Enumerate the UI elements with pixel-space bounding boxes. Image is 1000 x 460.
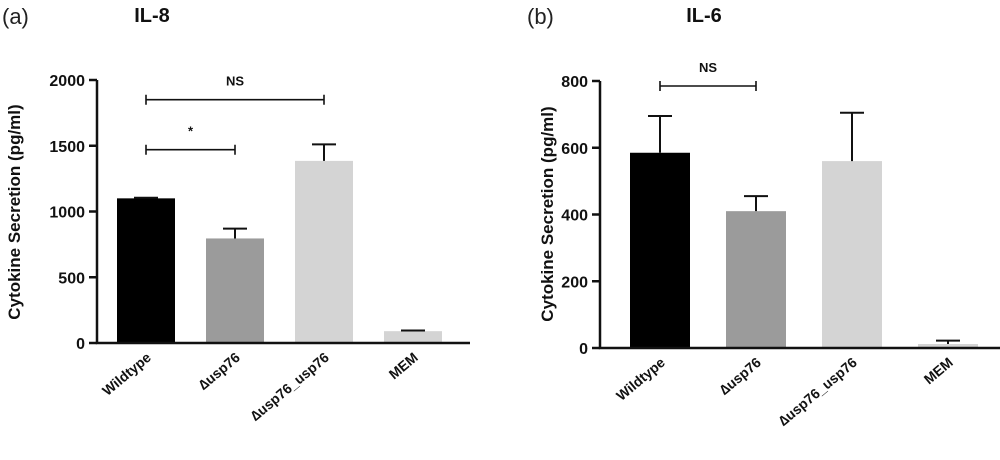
panel-a-x-ticks: Wildtype ∆usp76 ∆usp76_usp76 MEM (99, 349, 421, 424)
panel-a-bar (117, 198, 175, 343)
panel-b-bar (822, 161, 882, 348)
panel-a-y-axis-label: Cytokine Secretion (pg/ml) (5, 104, 24, 319)
panel-a-significance-label: NS (226, 74, 244, 89)
panel-a-bar (384, 331, 442, 343)
panel-b-letter: (b) (527, 4, 554, 29)
panel-b-axes (598, 81, 1000, 350)
panel-a-y-tick-label: 500 (58, 270, 85, 287)
panel-b-y-tick-label: 400 (561, 208, 588, 225)
panel-b-x-ticks: Wildtype ∆usp76 ∆usp76_usp76 MEM (613, 354, 956, 429)
panel-a-y-tick-label: 2000 (49, 73, 85, 90)
panel-a-error-bar (223, 227, 247, 239)
panel-a-x-tick-label: MEM (386, 349, 421, 382)
panel-a-significance-bracket (145, 144, 236, 155)
panel-b-y-tick-label: 200 (561, 274, 588, 291)
panel-b-significance-label: NS (699, 60, 717, 75)
panel-a-x-tick-label: ∆usp76_usp76 (247, 349, 332, 424)
panel-a-y-ticks: 0 500 1000 1500 2000 (49, 73, 97, 353)
panel-a-y-tick-label: 1000 (49, 205, 85, 222)
panel-a-bar (295, 160, 353, 343)
panel-a-axes (95, 80, 470, 345)
panel-b-error-bar (744, 195, 768, 212)
panel-b-x-tick-label: Wildtype (613, 354, 668, 404)
panel-a-error-bar (134, 196, 158, 199)
panel-b-y-tick-label: 0 (579, 341, 588, 358)
panel-b-x-tick-label: MEM (921, 354, 956, 387)
panel-a-bar (206, 238, 264, 343)
panel-b-y-ticks: 0 200 400 600 800 (561, 74, 600, 358)
panel-a-error-bars (134, 143, 425, 332)
panel-b-x-tick-label: ∆usp76_usp76 (775, 354, 860, 429)
panel-a-error-bar (312, 143, 336, 161)
panel-a-significance-label: * (188, 124, 194, 139)
panel-a-title: IL-8 (134, 5, 170, 27)
panel-b-y-tick-label: 800 (561, 74, 588, 91)
panel-a-y-tick-label: 0 (76, 336, 85, 353)
panel-b-bar (726, 211, 786, 348)
panel-a-error-bar (401, 329, 425, 332)
panel-b-bars (630, 152, 978, 348)
panel-a-annotations: * NS (145, 74, 325, 155)
panel-b-error-bars (648, 111, 960, 344)
panel-b-significance-bracket (659, 81, 757, 92)
panel-b-error-bar (840, 111, 864, 162)
panel-b-annotations: NS (659, 60, 757, 92)
panel-a-x-tick-label: ∆usp76 (195, 349, 243, 393)
panel-a-letter: (a) (2, 4, 29, 29)
panel-a-x-tick-label: Wildtype (99, 349, 154, 399)
panel-a-significance-bracket (145, 94, 325, 105)
panel-b-error-bar (648, 115, 672, 153)
panel-b-bar (918, 343, 978, 348)
panel-b: (b) IL-6 Cytokine Secretion (pg/ml) 0 200… (527, 4, 1000, 429)
panel-a: (a) IL-8 Cytokine Secretion (pg/ml) 0 500… (2, 4, 470, 424)
panel-b-y-axis-label: Cytokine Secretion (pg/ml) (538, 106, 557, 321)
panel-b-y-tick-label: 600 (561, 141, 588, 158)
panel-b-x-tick-label: ∆usp76 (716, 354, 764, 398)
panel-b-bar (630, 152, 690, 348)
panel-b-title: IL-6 (686, 5, 722, 27)
panel-b-error-bar (936, 339, 960, 344)
panel-a-bars (117, 160, 442, 343)
panel-a-y-tick-label: 1500 (49, 139, 85, 156)
